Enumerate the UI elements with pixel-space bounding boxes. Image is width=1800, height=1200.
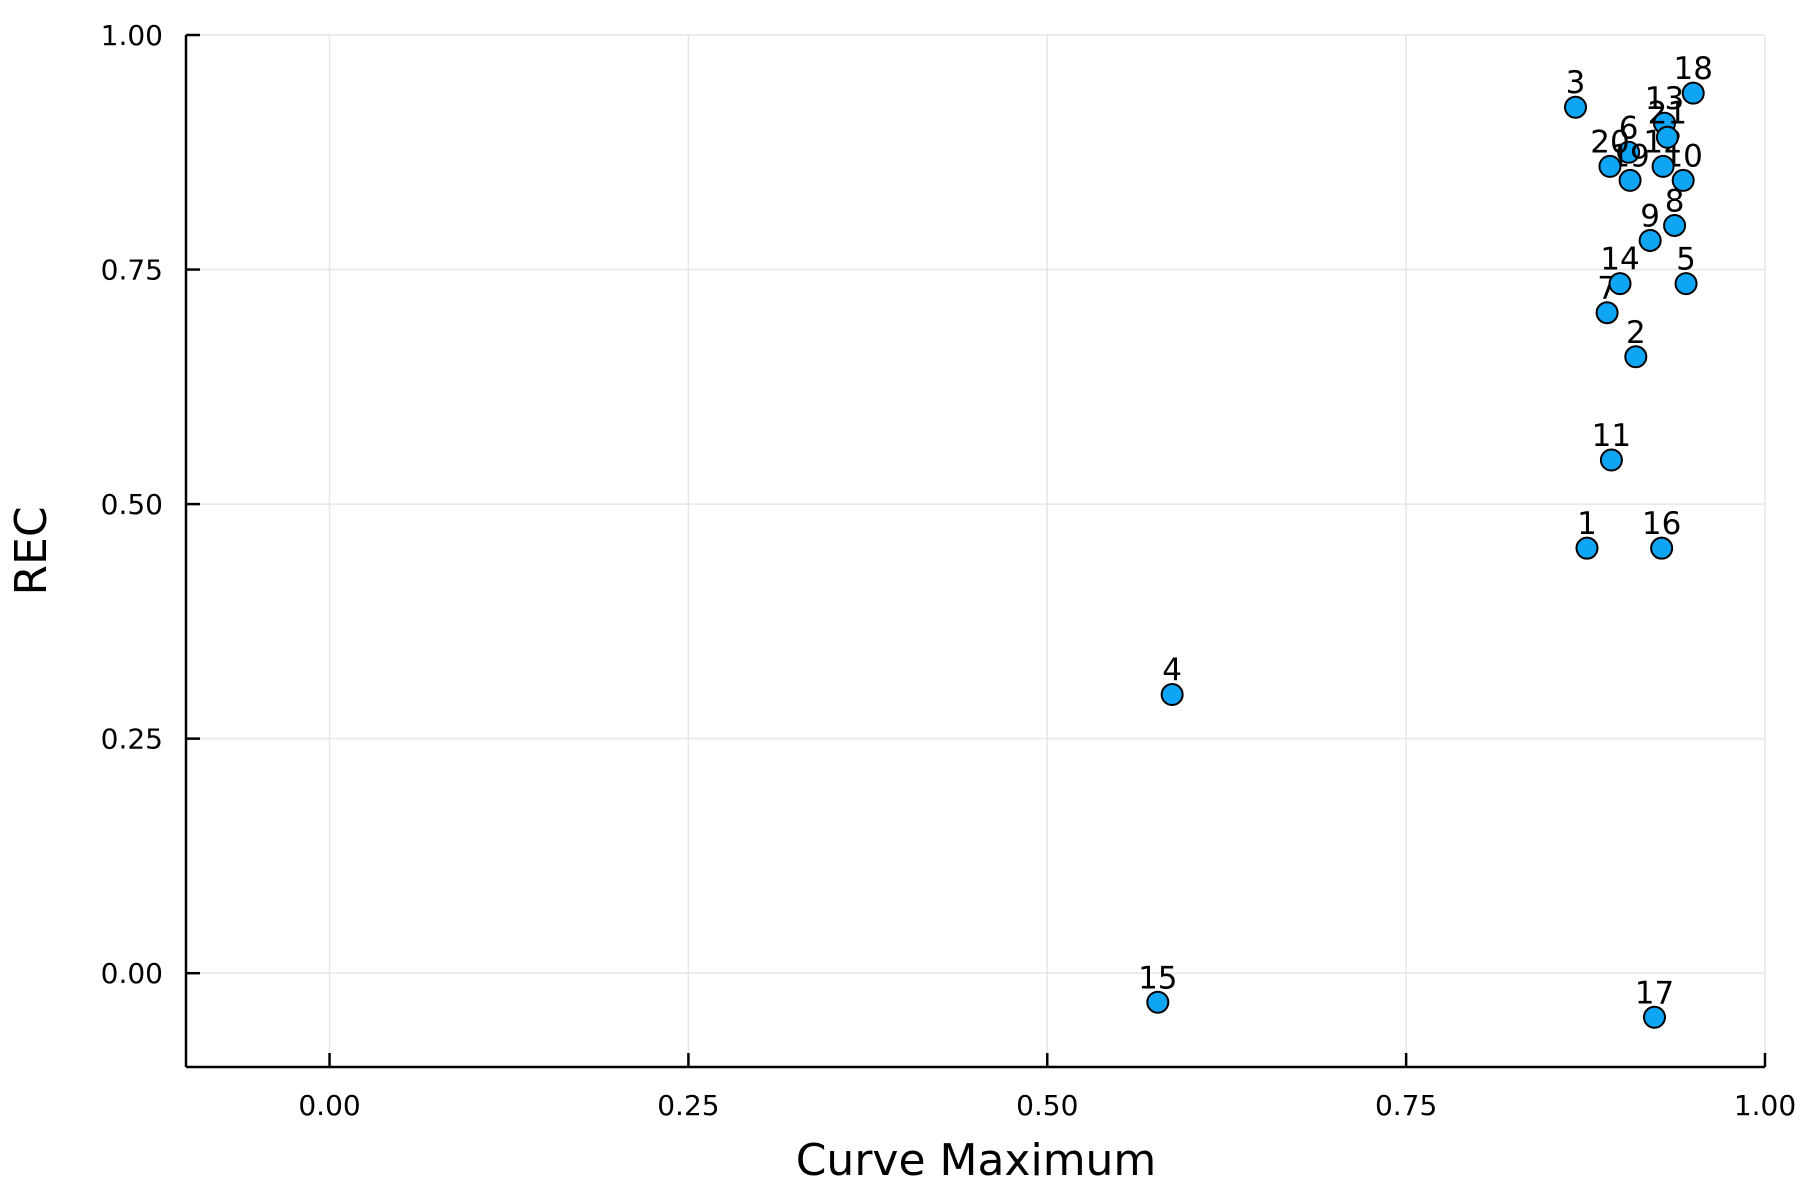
data-point-14: 14 <box>1600 242 1640 296</box>
data-point-9: 9 <box>1638 198 1662 252</box>
y-axis-title: REC <box>6 506 57 595</box>
point-marker <box>1671 168 1695 192</box>
point-label: 2 <box>1626 315 1646 351</box>
axes <box>184 35 1765 1069</box>
point-marker <box>1564 95 1588 119</box>
point-marker <box>1638 228 1662 252</box>
y-tick-label: 0.25 <box>101 723 163 756</box>
x-tick-label: 1.00 <box>1734 1089 1796 1122</box>
point-marker <box>1575 536 1599 560</box>
data-point-15: 15 <box>1138 960 1178 1014</box>
point-marker <box>1663 213 1687 237</box>
data-point-20: 20 <box>1590 124 1630 178</box>
point-marker <box>1598 154 1622 178</box>
data-point-18: 18 <box>1674 51 1713 105</box>
data-points: 123456789101112131415161718192021 <box>1138 51 1713 1029</box>
point-marker <box>1617 140 1641 164</box>
data-point-1: 1 <box>1575 506 1599 560</box>
data-point-8: 8 <box>1663 183 1687 237</box>
point-label: 5 <box>1676 242 1696 278</box>
point-label: 16 <box>1642 506 1681 542</box>
x-tick-label: 0.75 <box>1375 1089 1437 1122</box>
point-label: 8 <box>1665 183 1685 219</box>
data-point-11: 11 <box>1592 418 1631 472</box>
point-label: 1 <box>1577 506 1597 542</box>
point-marker <box>1146 990 1170 1014</box>
x-tick-label: 0.00 <box>298 1089 360 1122</box>
data-point-13: 13 <box>1645 81 1684 135</box>
point-marker <box>1160 683 1184 707</box>
point-label: 13 <box>1645 81 1684 117</box>
data-point-4: 4 <box>1160 653 1184 707</box>
x-axis-title: Curve Maximum <box>796 1135 1157 1186</box>
point-marker <box>1618 168 1642 192</box>
data-point-21: 21 <box>1648 95 1687 149</box>
point-label: 20 <box>1590 124 1629 160</box>
point-label: 9 <box>1640 198 1660 234</box>
point-marker <box>1624 345 1648 369</box>
point-label: 18 <box>1674 51 1713 87</box>
data-point-16: 16 <box>1642 506 1681 560</box>
point-label: 3 <box>1566 65 1586 101</box>
data-point-3: 3 <box>1564 65 1588 119</box>
ticks: 0.00 0.25 0.50 0.75 1.00 0.00 0.25 0.50 0.75 1.00 <box>101 19 1797 1122</box>
data-point-5: 5 <box>1674 242 1698 296</box>
point-marker <box>1595 301 1619 325</box>
point-label: 17 <box>1635 975 1674 1011</box>
data-point-19: 19 <box>1610 138 1650 192</box>
point-label: 21 <box>1648 95 1687 131</box>
point-marker <box>1681 81 1705 105</box>
point-marker <box>1651 154 1675 178</box>
y-tick-label: 0.00 <box>101 957 163 990</box>
point-marker <box>1650 536 1674 560</box>
data-point-6: 6 <box>1617 110 1641 164</box>
point-marker <box>1655 125 1679 149</box>
point-marker <box>1608 272 1632 296</box>
point-label: 11 <box>1592 418 1631 454</box>
data-point-17: 17 <box>1635 975 1674 1029</box>
point-label: 4 <box>1162 653 1182 689</box>
y-tick-label: 0.50 <box>101 488 163 521</box>
point-marker <box>1642 1005 1666 1029</box>
data-point-2: 2 <box>1624 315 1648 369</box>
grid <box>186 34 1766 1067</box>
point-marker <box>1674 272 1698 296</box>
y-tick-label: 0.75 <box>101 254 163 287</box>
point-label: 15 <box>1138 960 1177 996</box>
point-marker <box>1599 448 1623 472</box>
x-tick-label: 0.50 <box>1016 1089 1078 1122</box>
y-tick-label: 1.00 <box>101 19 163 52</box>
x-tick-label: 0.25 <box>657 1089 719 1122</box>
point-label: 6 <box>1619 110 1639 146</box>
point-label: 14 <box>1600 242 1639 278</box>
